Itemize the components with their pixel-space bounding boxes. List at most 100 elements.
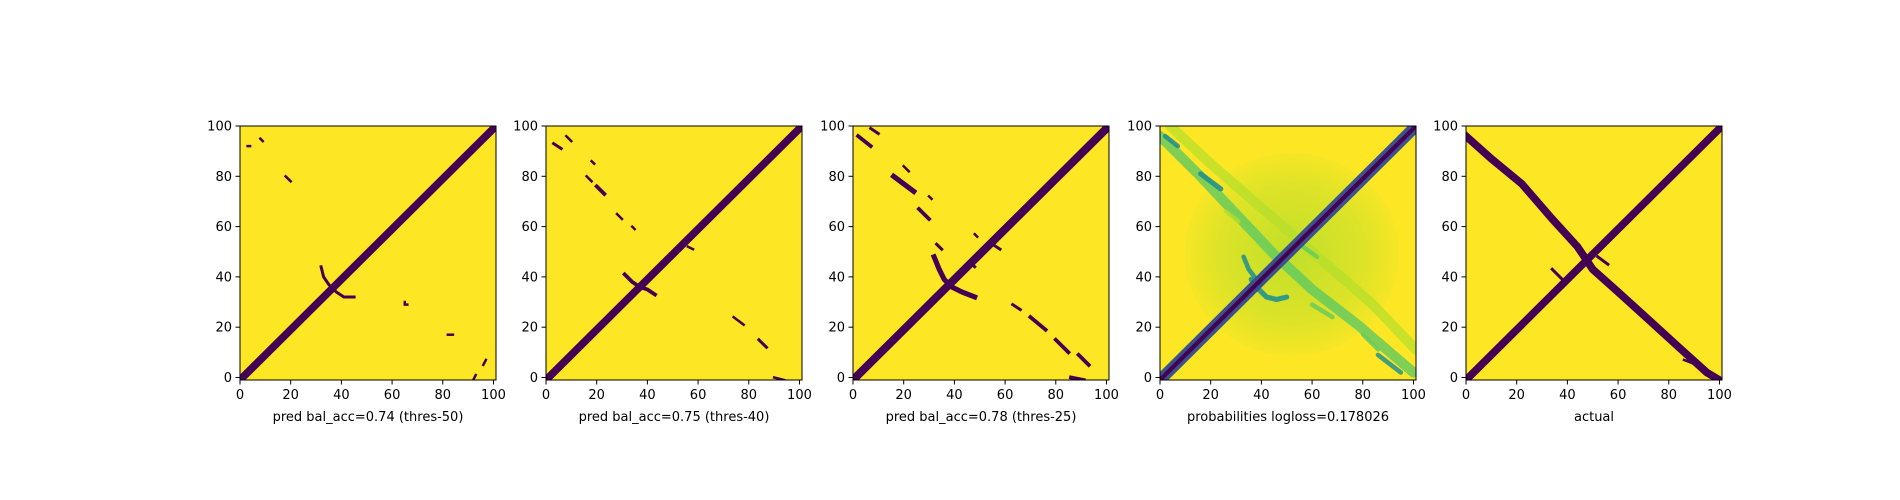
probability-arc-4 — [1241, 254, 1259, 282]
x-tick-label: 100 — [1707, 388, 1732, 403]
y-tick-label: 0 — [1144, 371, 1152, 386]
plot-area — [546, 126, 802, 380]
contact-segment-10 — [927, 194, 934, 201]
axes-frame — [545, 125, 803, 381]
contact-segment-7 — [594, 183, 607, 197]
contact-segment-4 — [1053, 337, 1072, 355]
x-tick-label: 100 — [1094, 388, 1119, 403]
contact-segment-8 — [258, 136, 265, 143]
x-axis-label: probabilities logloss=0.178026 — [1187, 410, 1389, 425]
x-axis-label: pred bal_acc=0.78 (thres-25) — [886, 410, 1077, 425]
x-tick-label: 0 — [236, 388, 244, 403]
x-tick-label: 80 — [1047, 388, 1064, 403]
y-tick-label: 20 — [828, 321, 845, 336]
contact-segment-9 — [890, 172, 918, 195]
x-tick-label: 100 — [1401, 388, 1426, 403]
contact-segment-11 — [564, 134, 574, 143]
y-tick-label: 60 — [1135, 220, 1152, 235]
contact-segment-6 — [630, 224, 637, 231]
y-tick-label: 100 — [820, 119, 845, 134]
y-tick-label: 80 — [1441, 170, 1458, 185]
axes-frame — [1465, 125, 1723, 381]
x-tick-label: 80 — [434, 388, 451, 403]
x-tick-label: 60 — [1304, 388, 1321, 403]
x-tick-label: 0 — [849, 388, 857, 403]
contact-diagonal — [240, 126, 496, 380]
contact-segment-5 — [640, 277, 652, 284]
contact-segment-13 — [589, 159, 596, 166]
contact-segment-2 — [471, 373, 478, 380]
y-tick-label: 100 — [207, 119, 232, 134]
plot-area — [240, 126, 496, 380]
contact-segment-15 — [901, 164, 911, 174]
probability-segment-7 — [1375, 352, 1404, 375]
contact-arc-1 — [319, 264, 356, 299]
x-tick-label: 0 — [1462, 388, 1470, 403]
x-tick-label: 20 — [895, 388, 912, 403]
contact-diagonal — [1466, 126, 1722, 380]
y-tick-label: 0 — [1450, 371, 1458, 386]
x-tick-label: 80 — [1660, 388, 1677, 403]
x-tick-label: 60 — [384, 388, 401, 403]
contact-segment-3 — [1075, 352, 1092, 368]
contact-segment-6 — [1010, 302, 1023, 312]
x-axis-label: actual — [1574, 410, 1614, 425]
plot-area — [1160, 126, 1416, 380]
heatmap-panel-4: 0 20 40 60 80 100 0 20 40 60 80 100 probabilities lo… — [1127, 119, 1426, 425]
y-tick-label: 0 — [837, 371, 845, 386]
x-tick-label: 20 — [282, 388, 299, 403]
contact-segment-3 — [1595, 254, 1610, 267]
y-tick-label: 60 — [828, 220, 845, 235]
contact-segment-8 — [584, 174, 594, 184]
contact-segment-16 — [972, 232, 979, 239]
contact-segment-12 — [868, 126, 881, 136]
contact-segment-3 — [481, 358, 488, 367]
x-tick-label: 40 — [1559, 388, 1576, 403]
contact-arc-1 — [621, 271, 658, 298]
contact-segment-13 — [967, 259, 977, 269]
y-tick-label: 80 — [521, 170, 538, 185]
x-tick-label: 0 — [542, 388, 550, 403]
contact-diagonal — [853, 126, 1109, 380]
y-tick-label: 0 — [530, 371, 538, 386]
contact-diagonal — [546, 126, 802, 380]
probability-segment-8 — [1360, 332, 1380, 352]
x-tick-label: 40 — [333, 388, 350, 403]
contact-arc-1 — [930, 253, 979, 301]
contact-segment-14 — [990, 242, 1003, 252]
contact-segment-7 — [934, 242, 944, 252]
contact-segment-4 — [731, 315, 746, 327]
x-tick-label: 60 — [1610, 388, 1627, 403]
y-tick-label: 40 — [215, 270, 232, 285]
x-tick-label: 20 — [1508, 388, 1525, 403]
plot-area — [1466, 126, 1722, 380]
y-tick-label: 60 — [521, 220, 538, 235]
heatmap-panel-2: 0 20 40 60 80 100 0 20 40 60 80 100 pred bal_acc=0.7… — [513, 119, 812, 425]
y-tick-label: 40 — [1135, 270, 1152, 285]
contact-segment-4 — [1682, 358, 1699, 367]
y-tick-label: 40 — [1441, 270, 1458, 285]
y-tick-label: 40 — [828, 270, 845, 285]
contact-segment-9 — [615, 212, 624, 221]
contact-segment-3 — [756, 337, 769, 350]
diagonal-core — [1160, 126, 1416, 380]
x-tick-label: 0 — [1156, 388, 1164, 403]
y-tick-label: 80 — [828, 170, 845, 185]
probability-anti-band-2 — [1165, 126, 1416, 355]
x-axis-label: pred bal_acc=0.74 (thres-50) — [273, 410, 464, 425]
heatmap-panel-1: 0 20 40 60 80 100 0 20 40 60 80 100 pred bal_acc=0.7… — [207, 119, 506, 425]
probability-segment-5 — [1198, 171, 1224, 192]
y-tick-label: 100 — [513, 119, 538, 134]
heatmap-panel-5: 0 20 40 60 80 100 0 20 40 60 80 100 actual — [1433, 119, 1732, 425]
contact-segment-11 — [855, 133, 874, 149]
x-tick-label: 60 — [690, 388, 707, 403]
contact-segment-8 — [916, 206, 932, 222]
x-tick-label: 80 — [740, 388, 757, 403]
x-tick-label: 60 — [997, 388, 1014, 403]
axes-frame — [852, 125, 1110, 381]
y-tick-label: 100 — [1127, 119, 1152, 134]
x-axis-label: pred bal_acc=0.75 (thres-40) — [579, 410, 770, 425]
heatmap-panel-3: 0 20 40 60 80 100 0 20 40 60 80 100 pred bal_acc=0.7… — [820, 119, 1119, 425]
y-tick-label: 0 — [224, 371, 232, 386]
